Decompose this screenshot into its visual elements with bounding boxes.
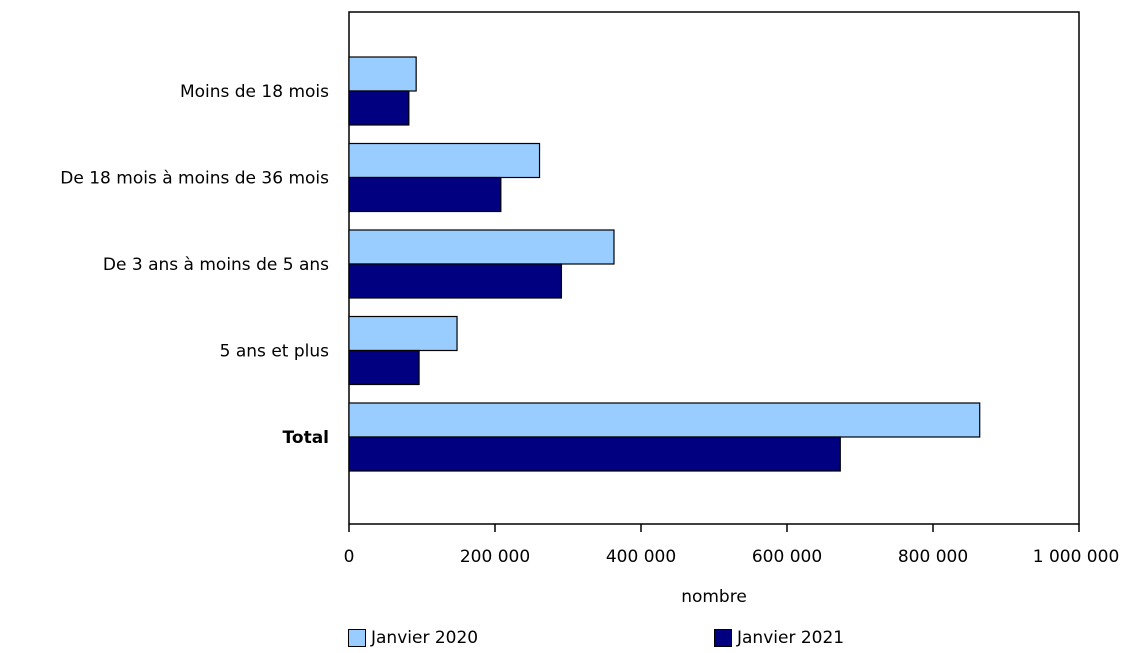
category-label-5-ans-et-plus: 5 ans et plus [220,342,329,362]
x-tick-label: 600 000 [752,547,822,567]
bar-5-ans-et-plus-janvier-2021 [348,349,420,386]
category-label-total: Total [283,428,329,448]
x-tick-label: 1 000 000 [1033,547,1120,567]
category-labels: Moins de 18 mois De 18 mois à moins de 36… [60,82,329,448]
bar-moins-de-18-mois-janvier-2021 [348,90,410,126]
bars-group [348,56,981,472]
x-axis-ticks: 0 200 000 400 000 600 000 800 000 1 000 000 [344,524,1120,567]
category-label-moins-de-18-mois: Moins de 18 mois [180,82,329,102]
x-tick-label: 200 000 [460,547,530,567]
x-tick-label: 400 000 [606,547,676,567]
bar-de-18-mois-a-moins-de-36-mois-janvier-2020 [348,142,541,179]
legend-item-2020: Janvier 2020 [348,628,478,648]
category-label-de-3-ans-a-moins-de-5-ans: De 3 ans à moins de 5 ans [103,255,329,275]
bar-de-3-ans-a-moins-de-5-ans-janvier-2021 [348,263,563,299]
bar-total-janvier-2020 [348,402,981,438]
x-axis-title: nombre [681,587,747,607]
bar-de-18-mois-a-moins-de-36-mois-janvier-2021 [348,176,502,213]
bar-moins-de-18-mois-janvier-2020 [348,56,417,92]
legend-label-2021: Janvier 2021 [737,628,845,648]
bar-de-3-ans-a-moins-de-5-ans-janvier-2020 [348,229,615,265]
legend-label-2020: Janvier 2020 [371,628,479,648]
legend-swatch-2021 [714,629,732,647]
legend-item-2021: Janvier 2021 [714,628,844,648]
bar-5-ans-et-plus-janvier-2020 [348,315,458,352]
x-tick-label: 0 [344,547,355,567]
x-tick-label: 800 000 [898,547,968,567]
bar-total-janvier-2021 [348,436,841,472]
category-label-de-18-mois-a-moins-de-36-mois: De 18 mois à moins de 36 mois [60,169,329,189]
legend-swatch-2020 [348,629,366,647]
